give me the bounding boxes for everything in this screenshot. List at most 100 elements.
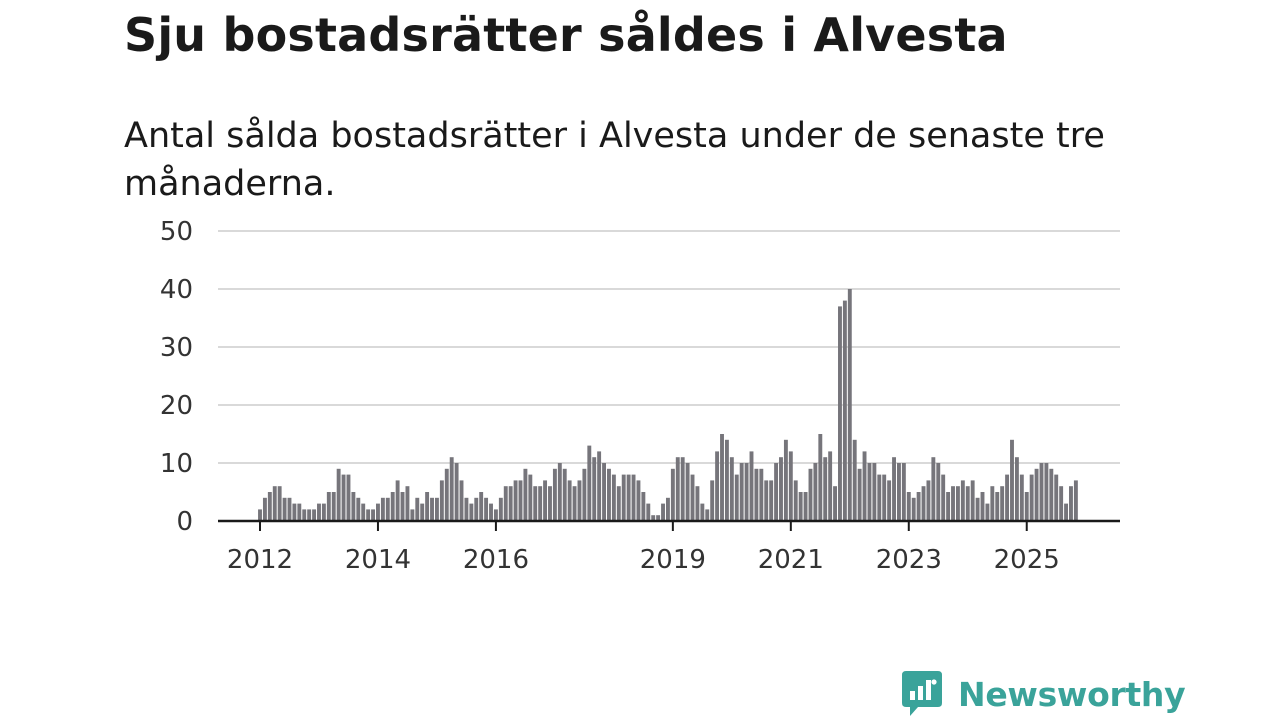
bar (1034, 468, 1039, 521)
bar (675, 457, 680, 521)
bar (700, 503, 705, 521)
bar (366, 509, 371, 521)
bar-chart: 0 10 20 30 40 50 2012 2014 2016 2019 2021 2023 2025… (160, 0, 1120, 575)
y-tick-label: 20 (160, 391, 193, 421)
bar (685, 463, 690, 521)
bar (528, 474, 533, 521)
bar (720, 434, 724, 521)
bar (346, 474, 351, 521)
bar (793, 480, 798, 521)
bar (749, 451, 754, 521)
y-tick-label: 10 (160, 449, 193, 479)
bars (258, 289, 1078, 521)
bar (724, 439, 729, 521)
bar (661, 503, 665, 521)
bar (390, 492, 395, 521)
bar (351, 492, 356, 521)
bar (975, 497, 980, 521)
bar (376, 503, 380, 521)
bar (493, 509, 498, 521)
bar (783, 439, 788, 521)
bar (577, 480, 582, 521)
bar (1014, 457, 1019, 521)
bar (1064, 503, 1069, 521)
bar (518, 480, 523, 521)
bar (862, 451, 867, 521)
bar (572, 486, 577, 521)
bar (1039, 463, 1044, 521)
bar (665, 497, 670, 521)
bar (872, 463, 877, 521)
bar (317, 503, 321, 521)
y-tick-label: 30 (160, 333, 193, 363)
bar (523, 468, 528, 521)
bar (941, 474, 946, 521)
x-tick-label: 2012 (227, 545, 293, 575)
bar (548, 486, 552, 521)
newsworthy-logo: Newsworthy (902, 670, 1186, 718)
bar (508, 486, 513, 521)
bar (970, 480, 975, 521)
bar (631, 474, 636, 521)
bar (1073, 480, 1078, 521)
bar (597, 451, 602, 521)
bar (774, 463, 779, 521)
bar (705, 509, 710, 521)
bar (960, 480, 965, 521)
bar (292, 503, 297, 521)
bar (533, 486, 538, 521)
y-tick-label: 40 (160, 275, 193, 305)
bar (262, 497, 267, 521)
bar (897, 463, 901, 521)
x-tick-label: 2025 (994, 545, 1060, 575)
bar (754, 468, 759, 521)
bar (1054, 474, 1059, 521)
bar (710, 480, 715, 521)
chart-subtitle: Antal sålda bostadsrätter i Alvesta unde… (124, 116, 1105, 204)
bar (562, 468, 567, 521)
bar (769, 480, 774, 521)
bar (690, 474, 695, 521)
bar (764, 480, 769, 521)
bar (813, 463, 818, 521)
bar (552, 468, 557, 521)
x-tick-label: 2019 (640, 545, 706, 575)
bar (361, 503, 366, 521)
bar (734, 474, 739, 521)
bar (312, 509, 317, 521)
bar (454, 463, 459, 521)
bar (395, 480, 400, 521)
bar (469, 503, 474, 521)
bar (543, 480, 548, 521)
bar (990, 486, 995, 521)
bar (887, 480, 892, 521)
bar (258, 509, 262, 521)
bar (788, 451, 793, 521)
bar (489, 503, 493, 521)
bar (1029, 474, 1034, 521)
data-label: 7 (1088, 0, 1103, 6)
bar (498, 497, 503, 521)
bar (1044, 463, 1049, 521)
bar (277, 486, 282, 521)
bar (670, 468, 675, 521)
bar (656, 515, 661, 521)
bar (995, 492, 1000, 521)
bar (798, 492, 803, 521)
x-tick-label: 2023 (876, 545, 942, 575)
x-tick-label: 2021 (758, 545, 824, 575)
bar (464, 497, 469, 521)
bar (582, 468, 587, 521)
bar (901, 463, 906, 521)
bar (587, 445, 592, 521)
bar (567, 480, 572, 521)
bar (356, 497, 361, 521)
bar (636, 480, 641, 521)
bar (385, 497, 390, 521)
bar (857, 468, 862, 521)
bar (267, 492, 272, 521)
bar (307, 509, 312, 521)
newsworthy-logo-icon (902, 671, 942, 716)
bar (449, 457, 454, 521)
bar (803, 492, 808, 521)
